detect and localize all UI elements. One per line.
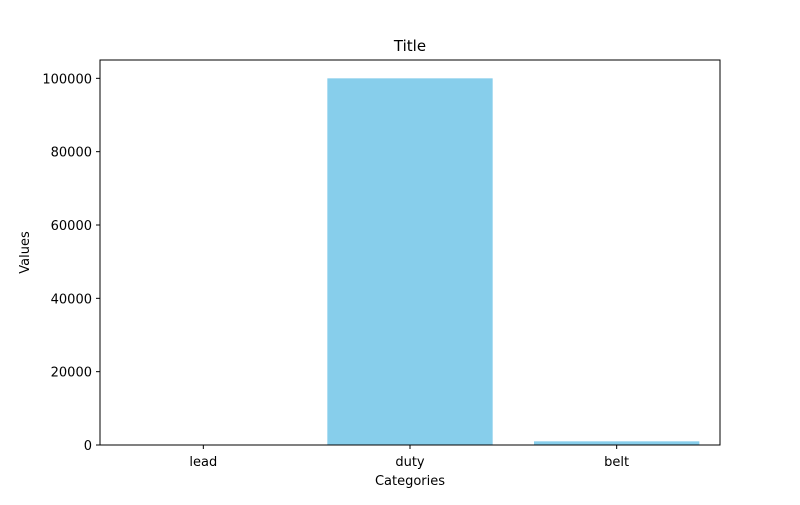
y-tick-label-40000: 40000 [51,292,92,307]
chart-title: Title [393,37,426,55]
y-tick-label-0: 0 [84,439,92,454]
y-tick-label-80000: 80000 [51,146,92,161]
x-axis-ticks: lead duty belt [189,445,629,470]
y-tick-label-20000: 20000 [51,366,92,381]
x-tick-label-belt: belt [604,455,629,470]
x-tick-label-lead: lead [189,455,217,470]
y-axis-label: Values [18,231,33,274]
bar-belt [534,441,699,445]
x-tick-label-duty: duty [395,455,425,470]
y-tick-label-60000: 60000 [51,219,92,234]
bar-duty [327,78,492,445]
bars-layer [121,78,700,445]
y-axis-ticks: 0 20000 40000 60000 80000 100000 [42,72,100,454]
x-axis-label: Categories [375,474,445,489]
y-tick-label-100000: 100000 [42,72,92,87]
